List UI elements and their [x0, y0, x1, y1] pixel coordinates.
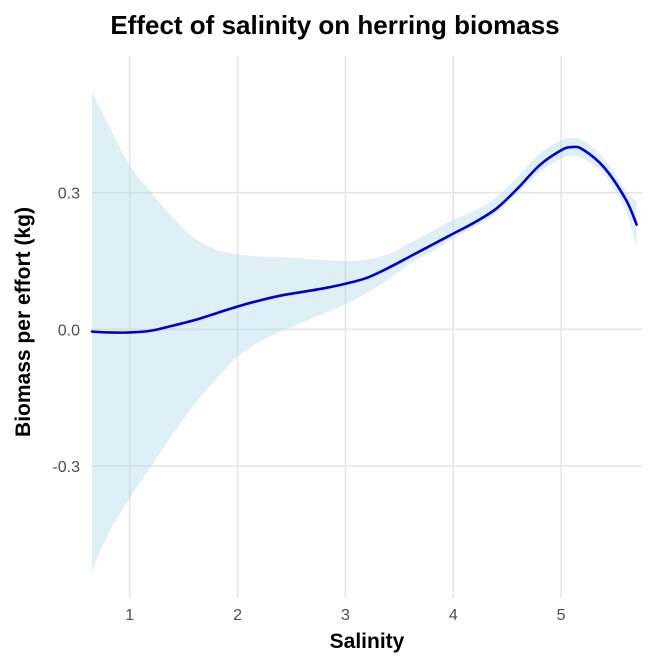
y-tick-label: -0.3 [52, 459, 80, 476]
chart-title: Effect of salinity on herring biomass [110, 10, 559, 40]
x-axis-ticks: 1 2 3 4 5 [125, 607, 565, 624]
y-tick-label: 0.0 [58, 322, 80, 339]
trend-line-layer [90, 145, 638, 334]
y-tick-label: 0.3 [58, 186, 80, 203]
y-axis-ticks: -0.3 0.0 0.3 [52, 186, 80, 476]
x-tick-label: 1 [125, 607, 134, 624]
x-tick-label: 3 [341, 607, 350, 624]
confidence-band-layer [92, 92, 637, 571]
x-axis-title: Salinity [330, 630, 405, 653]
confidence-band [92, 92, 637, 571]
x-tick-label: 4 [449, 607, 458, 624]
trend-line [90, 145, 638, 334]
y-axis-title: Biomass per effort (kg) [12, 207, 35, 437]
x-tick-label: 2 [233, 607, 242, 624]
grid [92, 56, 642, 598]
x-tick-label: 5 [557, 607, 566, 624]
